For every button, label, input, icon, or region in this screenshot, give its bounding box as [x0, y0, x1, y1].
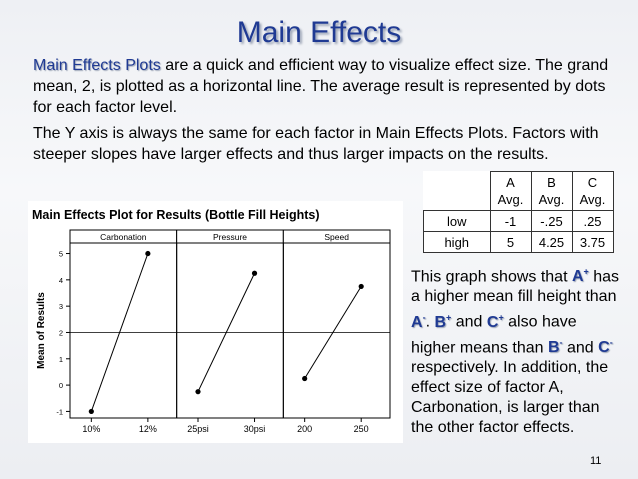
- data-point: [88, 408, 94, 415]
- x-tick-label: 25psi: [187, 424, 209, 434]
- effect-line: [197, 273, 255, 392]
- table-row: low -1 -.25 .25: [423, 210, 614, 232]
- note-text: and: [451, 313, 487, 331]
- panel-frame: [69, 242, 178, 419]
- note-text: This graph shows that: [411, 268, 572, 286]
- table-header-row: A Avg. B Avg. C Avg.: [424, 171, 614, 211]
- y-tick-label: 1: [59, 355, 63, 364]
- data-point: [195, 389, 201, 395]
- note-text: has a higher mean fill height than: [411, 268, 620, 306]
- x-tick-label: 12%: [139, 424, 157, 434]
- table-header-c: C Avg.: [571, 171, 614, 211]
- y-tick-label: 5: [59, 250, 63, 259]
- x-tick-label: 10%: [82, 424, 100, 434]
- x-tick-label: 30psi: [244, 424, 266, 434]
- table-row-label: high: [423, 231, 491, 253]
- y-axis-paragraph: The Y axis is always the same for each f…: [33, 125, 599, 163]
- symbol-a-minus: A-: [411, 312, 426, 331]
- explanation-note: This graph shows that A+ has a higher me…: [411, 262, 621, 438]
- table-header-b: B Avg.: [530, 171, 573, 211]
- table-row: high 5 4.25 3.75: [423, 231, 614, 253]
- y-tick-label: 4: [59, 276, 63, 285]
- symbol-b-minus: B-: [547, 337, 563, 356]
- data-point: [251, 270, 258, 276]
- effect-line: [304, 286, 362, 379]
- table-cell: 4.25: [530, 231, 573, 253]
- x-tick-label: 250: [354, 424, 369, 434]
- y-tick-label: 0: [59, 381, 63, 390]
- slide-title: Main Effects: [236, 16, 402, 49]
- table-cell: 5: [489, 231, 532, 253]
- symbol-c-minus: C-: [598, 337, 613, 356]
- panel-frame: [282, 242, 391, 419]
- table-row-label: low: [423, 210, 491, 232]
- x-tick-label: 200: [297, 424, 312, 434]
- symbol-c-plus: C+: [486, 312, 504, 331]
- y-tick-label: 2: [59, 328, 63, 337]
- table-cell: -1: [489, 210, 532, 232]
- table-header-a: A Avg.: [489, 171, 532, 211]
- table-corner: [424, 172, 491, 211]
- y-axis-label: Mean of Results: [36, 292, 47, 369]
- note-text: and: [562, 338, 599, 356]
- table-cell: -.25: [530, 210, 573, 232]
- table-cell: .25: [571, 210, 614, 232]
- chart-svg: Main Effects Plot for Results (Bottle Fi…: [32, 208, 391, 434]
- main-effects-chart: Main Effects Plot for Results (Bottle Fi…: [28, 201, 403, 443]
- symbol-a-plus: A+: [571, 267, 589, 286]
- panel-title: Speed: [324, 232, 349, 242]
- symbol-b-plus: B+: [434, 312, 452, 331]
- data-point: [302, 375, 308, 382]
- note-text: also have higher means than: [411, 313, 577, 356]
- data-point: [358, 283, 364, 290]
- panel-frame: [176, 242, 284, 419]
- y-tick-label: 3: [59, 302, 63, 311]
- averages-table: A Avg. B Avg. C Avg. low -1 -.25 .25 high 5…: [423, 171, 614, 253]
- note-text: .: [425, 313, 435, 331]
- effect-line: [90, 253, 149, 412]
- chart-title: Main Effects Plot for Results (Bottle Fi…: [32, 208, 320, 222]
- page-number: 11: [590, 455, 602, 467]
- y-tick-label: -1: [56, 407, 63, 416]
- data-point: [145, 250, 151, 257]
- main-effects-plots-term: Main Effects Plots: [33, 57, 161, 74]
- panel-title: Pressure: [213, 232, 247, 242]
- intro-paragraph: Main Effects Plots are a quick and effic…: [33, 55, 613, 118]
- note-text: respectively. In addition, the effect si…: [411, 358, 609, 436]
- table-cell: 3.75: [571, 231, 614, 253]
- panel-title: Carbonation: [100, 232, 147, 242]
- intro-text: are a quick and efficient way to visuali…: [33, 57, 609, 116]
